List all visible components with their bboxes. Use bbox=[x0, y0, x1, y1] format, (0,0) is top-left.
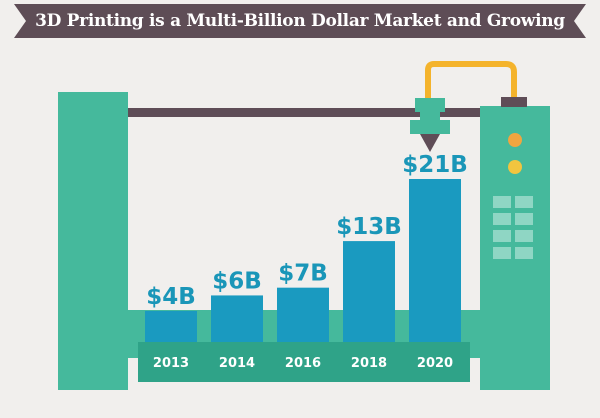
keypad-key bbox=[515, 247, 533, 259]
bar-2018 bbox=[343, 241, 395, 342]
year-tick-label: 2014 bbox=[219, 356, 255, 371]
build-plate bbox=[138, 342, 470, 382]
filament-cable-icon bbox=[425, 61, 517, 100]
chart-title: 3D Printing is a Multi-Billion Dollar Ma… bbox=[35, 11, 565, 31]
bar-series: $4B 2013 $6B 2014 $7B 2016 $13B 2018 $21B 2020 bbox=[145, 152, 468, 371]
printer-left-column bbox=[58, 92, 128, 390]
keypad-key bbox=[493, 230, 511, 242]
value-label: $21B bbox=[402, 152, 468, 178]
bar-2014 bbox=[211, 295, 263, 342]
value-label: $7B bbox=[278, 261, 328, 287]
control-panel-icon bbox=[493, 133, 533, 259]
cable-connector bbox=[501, 97, 527, 107]
print-nozzle-icon bbox=[410, 98, 450, 152]
bar-2020 bbox=[409, 179, 461, 342]
keypad-key bbox=[493, 213, 511, 225]
keypad-key bbox=[493, 247, 511, 259]
year-tick-label: 2013 bbox=[153, 356, 189, 371]
bar-2013 bbox=[145, 310, 197, 342]
year-tick-label: 2018 bbox=[351, 356, 387, 371]
keypad-key bbox=[515, 213, 533, 225]
keypad-key bbox=[515, 230, 533, 242]
title-banner: 3D Printing is a Multi-Billion Dollar Ma… bbox=[14, 4, 586, 38]
banner-ribbon-icon bbox=[14, 4, 586, 38]
value-label: $4B bbox=[146, 284, 196, 310]
value-label: $6B bbox=[212, 268, 262, 294]
bar-2016 bbox=[277, 287, 329, 342]
keypad-key bbox=[515, 196, 533, 208]
gantry-rail bbox=[128, 108, 480, 117]
year-tick-label: 2020 bbox=[417, 356, 453, 371]
year-tick-label: 2016 bbox=[285, 356, 321, 371]
keypad-key bbox=[493, 196, 511, 208]
value-label: $13B bbox=[336, 214, 402, 240]
